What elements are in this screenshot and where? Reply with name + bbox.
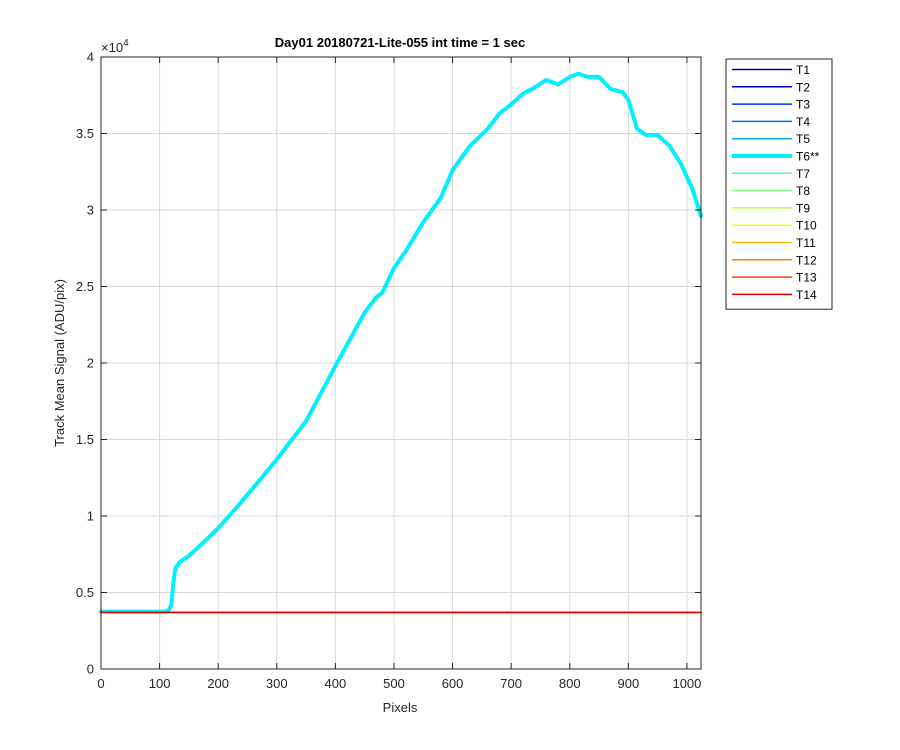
legend-label: T12 [796, 253, 817, 267]
svg-text:×104: ×104 [101, 38, 129, 55]
legend-label: T3 [796, 98, 810, 112]
x-tick-label: 800 [559, 676, 581, 691]
x-tick-label: 100 [149, 676, 171, 691]
x-tick-label: 600 [442, 676, 464, 691]
y-exponent-base: ×10 [101, 40, 123, 55]
y-exponent-label: ×104 [101, 38, 129, 55]
legend-label: T11 [796, 236, 816, 250]
series-layer [99, 71, 703, 614]
y-tick-label: 4 [87, 50, 94, 65]
y-axis-label: Track Mean Signal (ADU/pix) [52, 279, 67, 447]
y-tick-label: 2 [87, 356, 94, 371]
legend-label: T14 [796, 288, 817, 302]
y-tick-label: 3 [87, 203, 94, 218]
legend-label: T9 [796, 201, 810, 215]
legend-label: T6** [796, 150, 820, 164]
x-tick-label: 300 [266, 676, 288, 691]
x-tick-label: 0 [97, 676, 104, 691]
legend: T1 T2 T3 T4 T5 T6** T7 T8 T9 T10 T11 T12 T13 T14 [725, 58, 833, 310]
legend-label: T13 [796, 271, 817, 285]
legend-label: T8 [796, 184, 810, 198]
legend-label: T2 [796, 80, 810, 94]
y-tick-label: 2.5 [76, 279, 94, 294]
legend-box [725, 58, 833, 310]
y-tick-label: 0 [87, 662, 94, 677]
y-tick-label: 3.5 [76, 126, 94, 141]
legend-label: T4 [796, 115, 810, 129]
legend-label: T5 [796, 132, 810, 146]
y-tick-label: 1 [87, 509, 94, 524]
y-tick-label: 1.5 [76, 432, 94, 447]
series-line-t6 [99, 71, 703, 614]
y-exponent-power: 4 [123, 38, 129, 49]
legend-label: T7 [796, 167, 810, 181]
x-tick-label: 900 [617, 676, 639, 691]
x-tick-label: 400 [325, 676, 347, 691]
x-tick-label: 700 [500, 676, 522, 691]
grid [101, 57, 701, 669]
x-tick-label: 500 [383, 676, 405, 691]
legend-label: T10 [796, 219, 817, 233]
chart-title: Day01 20180721-Lite-055 int time = 1 sec [275, 35, 525, 50]
y-tick-label: 0.5 [76, 585, 94, 600]
x-axis-label: Pixels [383, 700, 418, 715]
x-tick-label: 1000 [672, 676, 701, 691]
legend-label: T1 [796, 63, 810, 77]
x-tick-label: 200 [207, 676, 229, 691]
axes: 0 100 200 300 400 500 600 700 800 900 1000 0 0.5 1 1.5… [76, 50, 701, 692]
